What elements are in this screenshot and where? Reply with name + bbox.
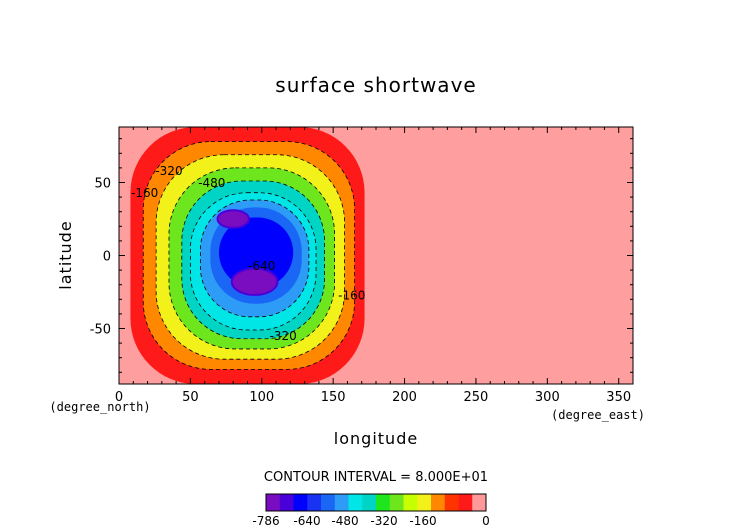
contour-label: -160 xyxy=(131,186,158,200)
colorbar-swatch xyxy=(417,494,432,511)
contour-label: -640 xyxy=(248,259,275,273)
contour-line-1 xyxy=(142,141,355,370)
colorbar-tick-label: -786 xyxy=(252,514,279,528)
contour-interval-label: CONTOUR INTERVAL = 8.000E+01 xyxy=(264,470,488,485)
colorbar-swatch xyxy=(376,494,391,511)
x-tick-label: 50 xyxy=(182,390,199,405)
x-axis-label: longitude xyxy=(334,429,418,448)
x-tick-label: 200 xyxy=(392,390,417,405)
colorbar-swatch xyxy=(458,494,473,511)
contour-band-8 xyxy=(218,217,294,288)
y-tick-label: 50 xyxy=(94,176,111,191)
colorbar-tick-label: -320 xyxy=(370,514,397,528)
colorbar-swatch xyxy=(348,494,363,511)
x-tick-label: 150 xyxy=(321,390,346,405)
colorbar-swatch xyxy=(362,494,377,511)
x-tick-label: 0 xyxy=(115,390,123,405)
colorbar-swatch xyxy=(307,494,322,511)
colorbar-tick-labels: -786 -640 -480 -320 -160 0 xyxy=(252,514,489,528)
colorbar-swatch xyxy=(279,494,294,511)
minimum-region-0 xyxy=(216,209,250,229)
contour-line-2 xyxy=(155,154,345,360)
colorbar-swatch xyxy=(431,494,446,511)
x-tick-label: 300 xyxy=(535,390,560,405)
contour-line-3 xyxy=(168,167,335,350)
y-tick-label: -50 xyxy=(90,323,111,338)
x-units-label: (degree_east) xyxy=(551,408,645,422)
contour-line-4 xyxy=(181,180,325,340)
colorbar-frame xyxy=(265,493,487,512)
contour-label: -320 xyxy=(155,164,182,178)
contour-label: -320 xyxy=(270,329,297,343)
colorbar-swatch xyxy=(472,494,487,511)
colorbar-swatch xyxy=(389,494,404,511)
colorbar-swatch xyxy=(403,494,418,511)
chart-title: surface shortwave xyxy=(275,73,476,97)
y-tick-label: 0 xyxy=(103,250,111,265)
plot-area: -160 -320 -480 -640 -320 -160 0 50 100 150 200 250… xyxy=(90,126,634,405)
contour-label: -160 xyxy=(338,288,365,302)
colorbar-tick-label: -160 xyxy=(409,514,436,528)
x-tick-label: 350 xyxy=(606,390,631,405)
contour-line-5 xyxy=(189,192,317,331)
colorbar-swatch xyxy=(321,494,336,511)
minimum-region-1 xyxy=(230,267,279,296)
colorbar-swatch xyxy=(334,494,349,511)
colorbar-tick-label: -640 xyxy=(293,514,320,528)
colorbar-tick-label: 0 xyxy=(482,514,490,528)
y-axis-label: latitude xyxy=(56,220,75,289)
colorbar-swatch xyxy=(293,494,308,511)
colorbar-swatch xyxy=(444,494,459,511)
x-tick-label: 250 xyxy=(464,390,489,405)
contour-label: -480 xyxy=(198,176,225,190)
colorbar-swatch xyxy=(266,494,281,511)
x-tick-label: 100 xyxy=(249,390,274,405)
y-units-label: (degree_north) xyxy=(49,400,150,414)
colorbar xyxy=(265,493,487,512)
colorbar-tick-label: -480 xyxy=(331,514,358,528)
